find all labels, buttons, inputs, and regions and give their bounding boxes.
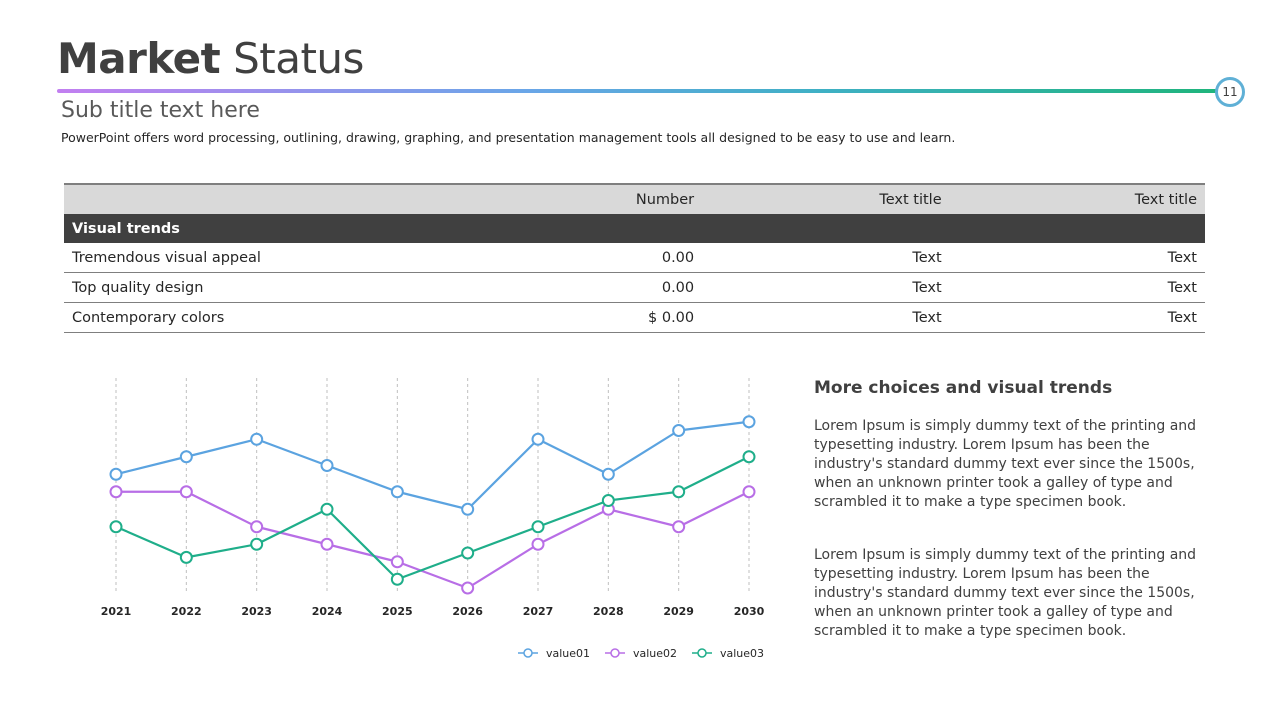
table-cell: 0.00 [542,272,703,303]
data-point-value02 [109,485,123,499]
data-point-value02 [250,520,264,534]
data-point-value01 [531,432,545,446]
table-cell: Text [702,243,950,273]
data-point-value01 [672,424,686,437]
table-header-cell: Number [635,191,695,208]
series-line-value03 [115,455,750,581]
x-tick-label: 2021 [101,605,132,618]
table-header-cell [64,184,542,214]
data-point-value03 [601,494,615,507]
data-point-value02 [390,555,404,569]
x-tick-label: 2022 [171,605,202,618]
x-tick-label: 2030 [734,605,765,618]
table-row: Top quality design 0.00 Text Text [64,272,1205,303]
x-tick-label: 2028 [593,605,624,618]
table-cell: Text [702,302,950,333]
table-cell: Text [949,302,1205,333]
data-point-value02 [742,485,756,499]
x-tick-label: 2026 [452,605,483,618]
data-point-value01 [461,502,475,516]
data-point-value03 [250,537,264,551]
data-point-value01 [179,450,193,464]
data-point-value01 [601,467,615,481]
data-point-value03 [672,485,686,499]
table-header-cell: Text title [879,191,942,208]
table-cell: 0.00 [542,243,703,273]
x-tick-label: 2024 [312,605,343,618]
page-title-rest: Status [233,34,364,83]
table-cell: Text [949,272,1205,303]
side-paragraph: Lorem Ipsum is simply dummy text of the … [814,547,1197,639]
data-point-value03 [109,520,123,534]
legend-label: value03 [720,647,764,660]
legend-label: value02 [633,647,677,660]
legend-marker [523,648,533,658]
x-tick-label: 2029 [663,605,694,618]
page-subtitle: Sub title text here [61,98,260,123]
x-tick-label: 2027 [523,605,554,618]
data-point-value02 [461,581,475,595]
data-point-value03 [390,572,404,586]
table-row: Contemporary colors $ 0.00 Text Text [64,302,1205,333]
page-title-bold: Market [57,34,221,83]
data-point-value02 [179,485,193,499]
table-cell: Tremendous visual appeal [64,243,543,273]
legend-label: value01 [546,647,590,660]
data-point-value01 [320,459,334,472]
table-section-label: Visual trends [72,220,180,237]
data-point-value02 [320,537,334,551]
data-point-value03 [531,520,545,534]
data-point-value03 [461,546,475,560]
page-number-badge: 11 [1215,77,1245,107]
series-line-value02 [116,490,750,590]
side-heading: More choices and visual trends [814,378,1113,398]
data-table: Number Text title Text title Visual tren… [64,183,1205,333]
data-point-value01 [390,485,404,499]
data-point-value01 [109,467,123,481]
data-point-value03 [179,550,193,564]
page-description: PowerPoint offers word processing, outli… [61,130,956,145]
table-cell: Contemporary colors [64,302,543,333]
table-cell: Text [702,272,950,303]
side-paragraph: Lorem Ipsum is simply dummy text of the … [814,418,1197,510]
line-chart: 2021 2022 2023 2024 2025 2026 2027 2028 2029 2030… [101,378,765,660]
data-point-value01 [250,432,264,446]
x-tick-label: 2023 [241,605,272,618]
data-point-value03 [742,450,756,464]
page-title: Market Status [57,34,364,83]
table-header-row: Number Text title Text title [64,184,1205,214]
table-cell: Text [949,243,1205,273]
x-tick-label: 2025 [382,605,413,618]
legend-marker [697,648,707,658]
data-point-value02 [672,520,686,534]
table-cell: $ 0.00 [542,302,703,333]
table-section-row: Visual trends [64,214,1205,243]
data-point-value03 [320,502,334,516]
table-cell: Top quality design [64,272,543,303]
table-row: Tremendous visual appeal 0.00 Text Text [64,243,1205,273]
series-line-value01 [115,420,750,511]
data-point-value02 [531,537,545,551]
table-header-cell: Text title [1134,191,1197,208]
legend-marker [610,648,620,658]
data-point-value01 [742,415,756,429]
title-underline [57,89,1229,93]
